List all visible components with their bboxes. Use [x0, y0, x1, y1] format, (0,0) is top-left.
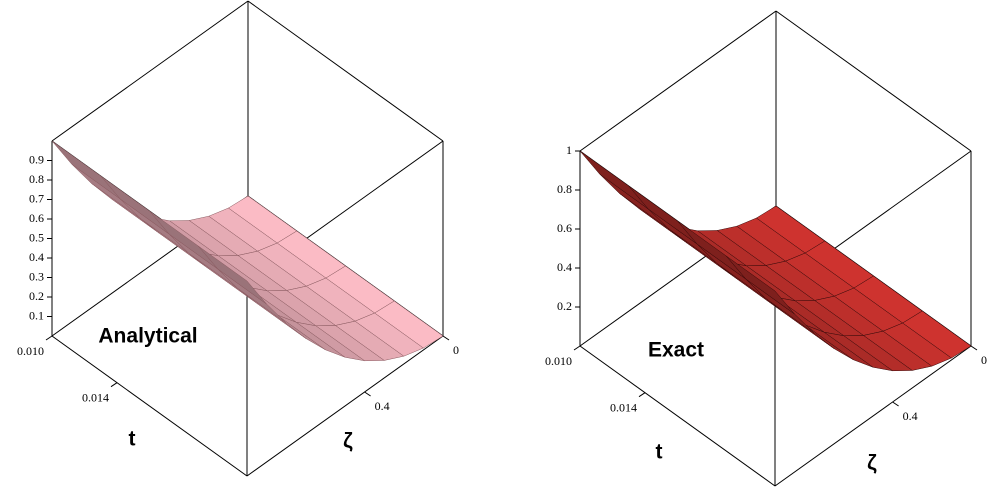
t-tick	[573, 345, 581, 351]
z-tick-label: 0.8	[29, 172, 44, 186]
z-tick-label: 0.9	[29, 152, 44, 166]
box-edge	[579, 345, 776, 487]
t-tick-label: 0.010	[17, 344, 44, 358]
z-tick-label: 1	[566, 143, 572, 157]
surface-cell	[51, 140, 121, 200]
zeta-tick	[364, 391, 371, 397]
z-tick-label: 0.3	[29, 269, 44, 283]
t-tick-label: 0.010	[545, 354, 572, 368]
surface-cell	[198, 245, 267, 305]
z-tick-label: 0.8	[557, 182, 572, 196]
chart-title: Exact	[648, 339, 704, 362]
box-edge	[579, 10, 777, 152]
y-axis-label: ζ	[867, 452, 877, 475]
zeta-tick-label: 0	[981, 353, 987, 367]
zeta-tick-label: 0.4	[375, 399, 390, 413]
z-tick-label: 0.2	[29, 289, 44, 303]
z-tick-label: 0.1	[29, 308, 44, 322]
z-tick-label: 0.4	[557, 260, 572, 274]
box-edge	[247, 0, 444, 142]
surface-cell	[71, 163, 141, 219]
zeta-tick-label: 0	[453, 343, 459, 357]
z-tick-label: 0.2	[557, 299, 572, 313]
box-edge	[775, 10, 972, 152]
z-tick-label: 0.6	[29, 211, 44, 225]
y-axis-label: ζ	[343, 430, 353, 453]
chart-title: Analytical	[98, 325, 197, 348]
box-edge	[246, 335, 444, 477]
z-tick-label: 0.5	[29, 230, 44, 244]
z-tick-label: 0.6	[557, 221, 572, 235]
zeta-tick	[892, 401, 899, 407]
x-axis-label: t	[129, 428, 136, 451]
box-edge	[51, 0, 249, 142]
zeta-tick	[442, 335, 450, 341]
t-tick-label: 0.014	[82, 390, 109, 404]
z-tick-label: 0.4	[29, 250, 44, 264]
t-tick-label: 0.014	[610, 400, 637, 414]
t-tick	[45, 335, 53, 341]
surface-cell	[628, 185, 698, 245]
surface-cell	[100, 175, 170, 235]
surface-cell	[599, 173, 669, 229]
surface-cell	[579, 150, 649, 210]
zeta-tick	[970, 345, 978, 351]
zeta-tick-label: 0.4	[903, 409, 918, 423]
t-tick	[638, 392, 646, 398]
surface-cell	[726, 255, 795, 315]
x-axis-label: t	[656, 441, 663, 464]
z-tick-label: 0.7	[29, 191, 44, 205]
box-edge	[51, 335, 248, 477]
t-tick	[110, 382, 118, 388]
box-edge	[774, 345, 972, 487]
